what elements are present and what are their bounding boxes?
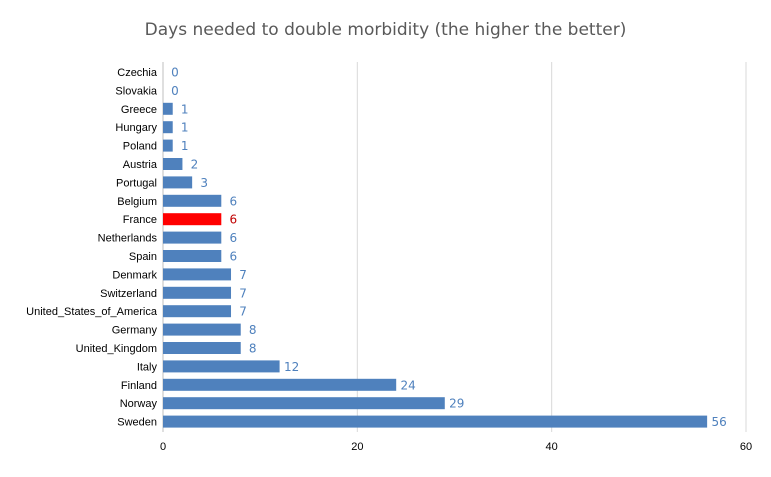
bar xyxy=(163,139,173,152)
category-label: Hungary xyxy=(115,122,157,134)
bar xyxy=(163,158,183,170)
category-label: Norway xyxy=(120,398,158,410)
data-label: 56 xyxy=(711,415,726,429)
category-label: Sweden xyxy=(117,417,157,429)
data-label: 0 xyxy=(171,66,179,80)
x-tick-label: 0 xyxy=(160,441,166,453)
category-label: Slovakia xyxy=(115,85,157,97)
category-label: Spain xyxy=(129,251,157,263)
data-label: 7 xyxy=(239,268,247,282)
bar xyxy=(163,268,232,281)
data-label: 6 xyxy=(229,194,237,208)
x-tick-label: 20 xyxy=(351,441,363,453)
bar xyxy=(163,378,397,391)
data-label: 3 xyxy=(200,176,208,190)
data-label: 8 xyxy=(249,342,257,356)
bar xyxy=(163,397,445,410)
category-label: Belgium xyxy=(117,196,157,208)
data-label: 6 xyxy=(229,250,237,264)
bar xyxy=(163,176,193,189)
data-label: 12 xyxy=(284,360,299,374)
bar xyxy=(163,250,222,262)
data-label: 6 xyxy=(229,213,237,227)
data-label: 29 xyxy=(449,397,464,411)
data-label: 6 xyxy=(229,231,237,245)
data-label: 24 xyxy=(401,378,416,392)
category-label: United_Kingdom xyxy=(76,343,157,355)
data-label: 7 xyxy=(239,305,247,319)
bar xyxy=(163,194,222,207)
bar xyxy=(163,231,222,244)
category-label: Poland xyxy=(123,141,157,153)
category-label: Portugal xyxy=(116,177,157,189)
bar xyxy=(163,323,241,336)
data-label: 1 xyxy=(181,139,189,153)
bar xyxy=(163,102,173,115)
category-label: Denmark xyxy=(112,269,157,281)
chart-title: Days needed to double morbidity (the hig… xyxy=(144,20,627,40)
data-label: 1 xyxy=(181,102,189,116)
category-label: France xyxy=(123,214,157,226)
x-tick-label: 40 xyxy=(546,441,558,453)
data-label: 7 xyxy=(239,286,247,300)
bar xyxy=(163,213,222,226)
bar xyxy=(163,305,232,318)
data-label: 8 xyxy=(249,323,257,337)
category-label: Greece xyxy=(121,104,157,116)
data-label: 2 xyxy=(191,158,199,172)
x-tick-label: 60 xyxy=(740,441,752,453)
category-label: Switzerland xyxy=(100,288,157,300)
bar xyxy=(163,415,708,428)
bar xyxy=(163,360,280,373)
category-label: Czechia xyxy=(117,67,158,79)
bar xyxy=(163,342,241,354)
category-label: Austria xyxy=(123,159,158,171)
category-label: United_States_of_America xyxy=(26,306,158,318)
category-label: Germany xyxy=(112,325,158,337)
bar xyxy=(163,286,232,299)
bar xyxy=(163,121,173,134)
category-label: Netherlands xyxy=(98,233,158,245)
category-label: Italy xyxy=(137,361,158,373)
category-label: Finland xyxy=(121,380,157,392)
data-label: 1 xyxy=(181,121,189,135)
data-label: 0 xyxy=(171,84,179,98)
